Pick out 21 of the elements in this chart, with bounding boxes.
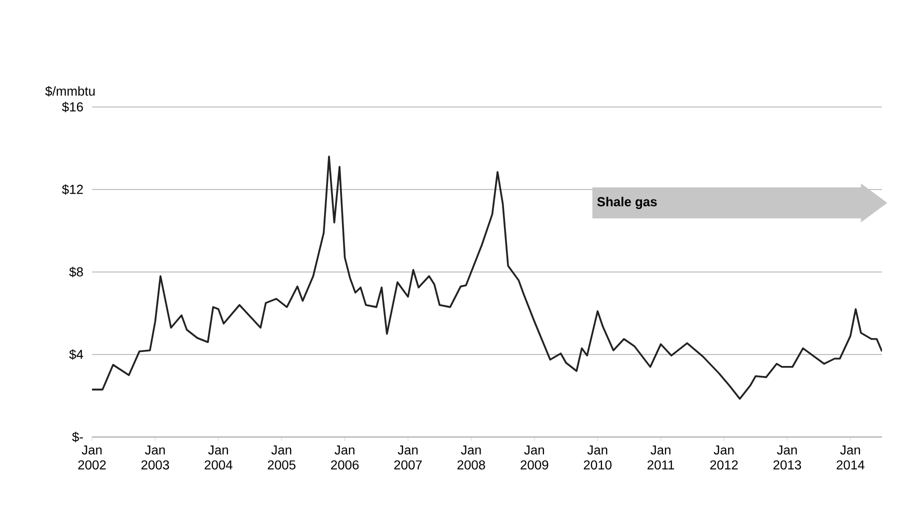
y-tick-label: $4 <box>69 349 84 360</box>
y-axis-title: $/mmbtu <box>45 86 95 96</box>
y-tick-label: $8 <box>69 266 83 278</box>
x-tick-label: Jan 2014 <box>836 446 864 470</box>
x-tick-label: Jan 2010 <box>584 446 612 470</box>
line-series <box>92 156 882 400</box>
x-tick-label: Jan 2013 <box>773 446 802 470</box>
x-tick-label: Jan 2008 <box>457 446 486 470</box>
x-tick-label: Jan 2005 <box>268 446 296 470</box>
y-tick-label: $16 <box>62 102 83 112</box>
y-tick-label: $12 <box>62 184 83 195</box>
y-tick-label: $- <box>72 432 83 442</box>
x-tick-label: Jan 2012 <box>710 446 738 470</box>
x-tick-label: Jan 2011 <box>648 446 674 470</box>
x-tick-label: Jan 2003 <box>141 446 170 470</box>
x-tick-label: Jan 2006 <box>331 446 359 470</box>
x-tick-label: Jan 2007 <box>394 446 422 470</box>
annotation: Shale gas <box>597 196 657 209</box>
x-tick-label: Jan 2002 <box>78 446 106 470</box>
x-tick-label: Jan 2009 <box>520 446 548 470</box>
x-tick-label: Jan 2004 <box>204 446 232 470</box>
